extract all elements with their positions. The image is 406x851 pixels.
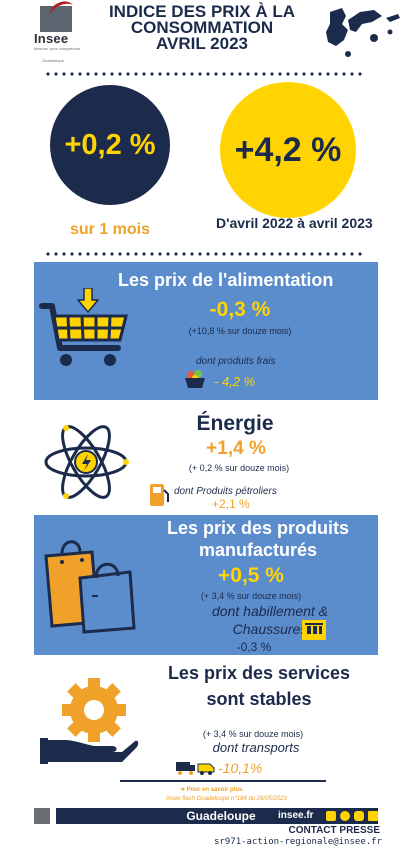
fresh-products-value: - 4,2 %: [214, 374, 256, 389]
petroleum-products-value: +2,1 %: [212, 497, 250, 511]
footer-insee-mini-logo: [34, 808, 50, 824]
kpi-year-circle: +4,2 %: [220, 82, 356, 218]
energie-heading: Énergie: [196, 412, 274, 435]
clothing-label-line-2: Chaussures: [232, 621, 308, 637]
title-line-3: AVRIL 2023: [156, 34, 248, 53]
page-title: INDICE DES PRIX À LA CONSOMMATION AVRIL …: [96, 2, 308, 53]
kpi-month-caption: sur 1 mois: [69, 221, 151, 238]
more-info-text: Pour en savoir plus: [186, 787, 243, 793]
services-note: (+ 3,4 % sur douze mois): [202, 729, 304, 739]
manufactures-heading: Les prix des produits manufacturés: [140, 517, 376, 561]
alimentation-heading: Les prix de l'alimentation: [118, 270, 334, 290]
footer-bar: Guadeloupe insee.fr: [56, 808, 378, 824]
insee-logo-text: Insee: [34, 31, 69, 46]
dotted-divider-top: [44, 72, 364, 76]
facebook-icon[interactable]: [326, 811, 336, 821]
dotted-divider-middle: [44, 252, 364, 256]
kpi-year-caption: D'avril 2022 à avril 2023: [216, 215, 373, 231]
press-contact-label: CONTACT PRESSE: [288, 825, 381, 836]
title-line-1: INDICE DES PRIX À LA: [108, 2, 296, 21]
manufactures-value: +0,5 %: [218, 564, 284, 587]
petroleum-products-label: dont Produits pétroliers: [174, 486, 277, 497]
services-heading-line-1: Les prix des services: [167, 663, 351, 683]
manufactures-heading-line-1: Les prix des produits: [166, 518, 350, 538]
transport-vehicles-icon: [176, 762, 215, 775]
fresh-products-label: dont produits frais: [196, 356, 276, 367]
guadeloupe-map-icon: [326, 8, 400, 57]
services-heading-line-2: sont stables: [206, 689, 312, 709]
arrow-right-icon: ➜: [180, 787, 187, 793]
more-info-reference: Insee flash Guadeloupe n°184 du 26/05/20…: [166, 796, 287, 802]
social-icons: [326, 811, 378, 821]
title-line-2: CONSOMMATION: [130, 18, 274, 37]
clothing-value: -0,3 %: [236, 640, 272, 654]
linkedin-icon[interactable]: [368, 811, 378, 821]
footer-region: Guadeloupe: [186, 809, 256, 823]
clothing-label-line-1: dont habillement &: [212, 603, 328, 619]
alimentation-note: (+10,8 % sur douze mois): [188, 326, 292, 336]
alimentation-value: -0,3 %: [209, 298, 271, 321]
more-info-label: ➜ Pour en savoir plus: [180, 786, 320, 793]
footer-site-link[interactable]: insee.fr: [278, 810, 314, 821]
energie-note: (+ 0,2 % sur douze mois): [188, 463, 290, 473]
atom-energy-icon: [44, 425, 129, 499]
transport-value: -10,1%: [218, 760, 263, 776]
manufactures-note: (+ 3,4 % sur douze mois): [200, 591, 302, 601]
kpi-year-value: +4,2 %: [234, 130, 342, 169]
insee-logo-region: Guadeloupe: [42, 58, 64, 63]
twitter-icon[interactable]: [340, 811, 350, 821]
shopping-cart-icon: [39, 288, 128, 366]
youtube-icon[interactable]: [354, 811, 364, 821]
fuel-pump-icon: [150, 484, 169, 506]
shopping-bags-icon: [44, 540, 136, 634]
insee-logo-subtitle: Mesurer pour comprendre: [34, 46, 81, 51]
services-heading: Les prix des services sont stables: [134, 660, 384, 712]
insee-logo-mark: [40, 6, 72, 32]
energie-value: +1,4 %: [206, 438, 266, 459]
clothing-rack-icon: [302, 620, 326, 640]
services-divider: [120, 780, 326, 782]
insee-logo: Insee Mesurer pour comprendre Guadeloupe: [34, 6, 84, 63]
manufactures-heading-line-2: manufacturés: [198, 540, 318, 560]
press-contact-email[interactable]: sr971-action-regionale@insee.fr: [214, 837, 382, 847]
gear-hand-icon: [40, 678, 139, 764]
kpi-month-value: +0,2 %: [64, 128, 156, 161]
clothing-label: dont habillement & Chaussures: [170, 602, 370, 638]
fruit-basket-icon: [185, 370, 205, 388]
transport-label: dont transports: [212, 740, 300, 755]
kpi-month-circle: +0,2 %: [50, 85, 170, 205]
